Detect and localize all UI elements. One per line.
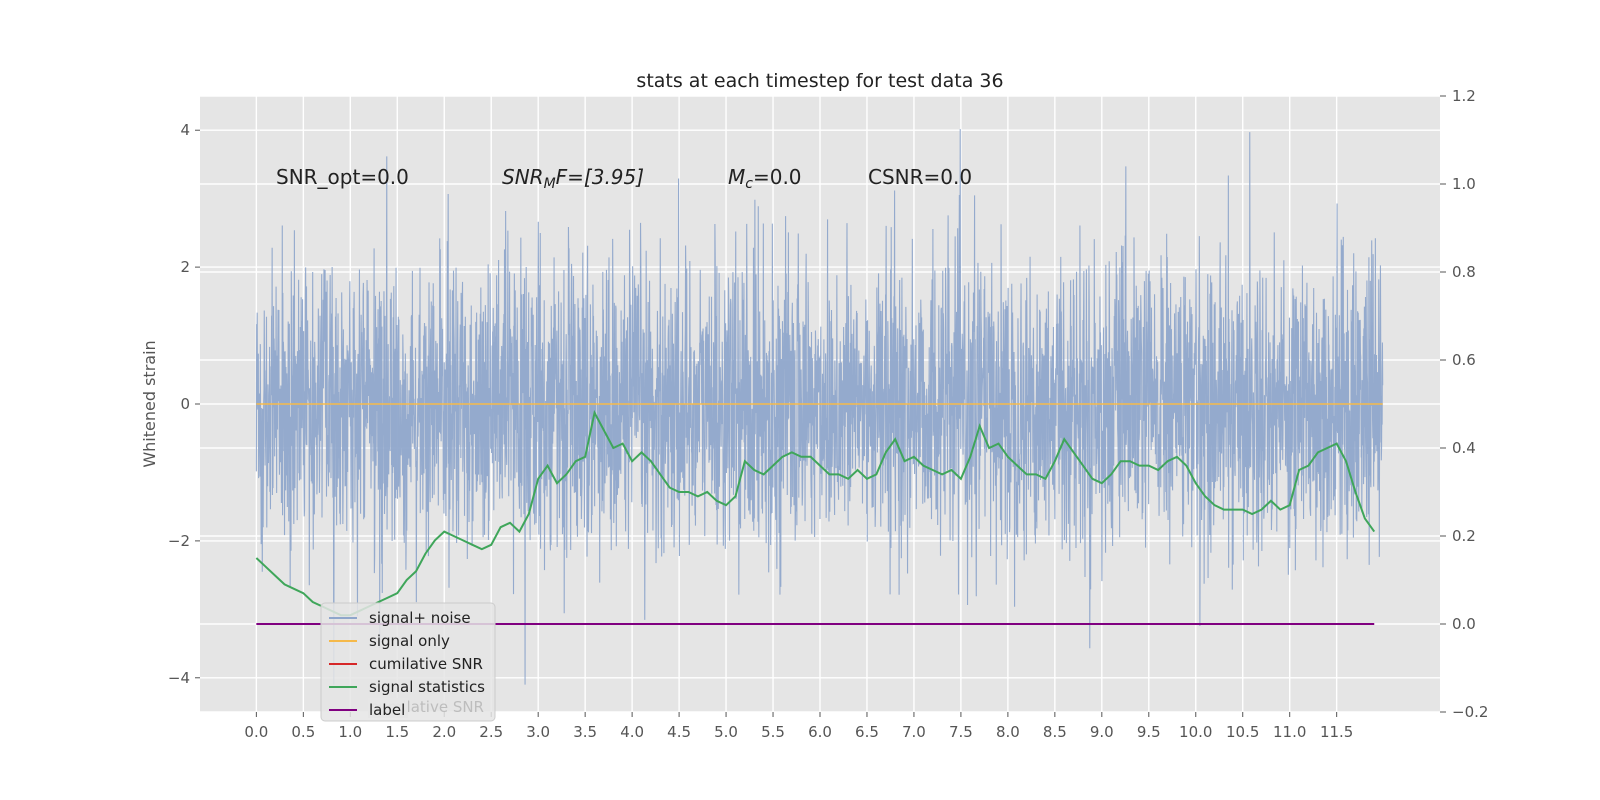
x-tick-label: 3.5 bbox=[573, 723, 597, 741]
y2-tick-label: 0.4 bbox=[1452, 439, 1476, 457]
y-tick-label: 0 bbox=[180, 395, 190, 413]
x-tick-label: 8.5 bbox=[1043, 723, 1067, 741]
y2-axis-ticks: 1.2 1.0 0.8 0.6 0.4 0.2 0.0 −0.2 bbox=[1440, 87, 1488, 721]
y2-tick-label: 0.8 bbox=[1452, 263, 1476, 281]
x-tick-label: 3.0 bbox=[526, 723, 550, 741]
legend-label: signal statistics bbox=[369, 678, 485, 696]
x-axis-ticks: 0.0 0.5 1.0 1.5 2.0 2.5 3.0 3.5 4.0 4.5 5.0 5.5 6.0 6… bbox=[244, 712, 1353, 741]
y-tick-label: 2 bbox=[180, 258, 190, 276]
x-tick-label: 1.5 bbox=[385, 723, 409, 741]
x-tick-label: 7.5 bbox=[949, 723, 973, 741]
x-tick-label: 10.0 bbox=[1179, 723, 1212, 741]
x-tick-label: 8.0 bbox=[996, 723, 1020, 741]
x-tick-label: 4.5 bbox=[667, 723, 691, 741]
annotation-csnr: CSNR=0.0 bbox=[868, 165, 972, 189]
x-tick-label: 5.0 bbox=[714, 723, 738, 741]
y2-tick-label: 0.6 bbox=[1452, 351, 1476, 369]
x-tick-label: 0.5 bbox=[291, 723, 315, 741]
x-tick-label: 11.5 bbox=[1320, 723, 1353, 741]
x-tick-label: 7.0 bbox=[902, 723, 926, 741]
y-tick-label: −2 bbox=[168, 532, 190, 550]
legend-label: cumilative SNR bbox=[369, 655, 483, 673]
y-tick-label: −4 bbox=[168, 669, 190, 687]
x-tick-label: 9.5 bbox=[1137, 723, 1161, 741]
noise-trace bbox=[255, 129, 1384, 685]
series-signal-noise bbox=[255, 129, 1384, 685]
y2-tick-label: 0.0 bbox=[1452, 615, 1476, 633]
y-axis-label: Whitened strain bbox=[140, 340, 159, 467]
x-tick-label: 0.0 bbox=[244, 723, 268, 741]
legend-label: signal only bbox=[369, 632, 450, 650]
x-tick-label: 11.0 bbox=[1273, 723, 1306, 741]
y2-tick-label: −0.2 bbox=[1452, 703, 1488, 721]
x-tick-label: 6.5 bbox=[855, 723, 879, 741]
x-tick-label: 2.5 bbox=[479, 723, 503, 741]
annotation-mc: Mc=0.0 bbox=[728, 165, 802, 192]
y-axis-ticks: 4 2 0 −2 −4 bbox=[168, 121, 200, 687]
x-tick-label: 10.5 bbox=[1226, 723, 1259, 741]
chart-title: stats at each timestep for test data 36 bbox=[636, 70, 1003, 92]
legend-box bbox=[320, 602, 496, 722]
x-tick-label: 6.0 bbox=[808, 723, 832, 741]
annotation-snr-mf: SNRMF=[3.95] bbox=[502, 165, 644, 192]
x-tick-label: 4.0 bbox=[620, 723, 644, 741]
y-tick-label: 4 bbox=[180, 121, 190, 139]
x-tick-label: 1.0 bbox=[338, 723, 362, 741]
signal-statistics-line bbox=[255, 409, 1376, 617]
legend-label: label bbox=[369, 701, 405, 719]
y2-tick-label: 0.2 bbox=[1452, 527, 1476, 545]
legend-label: signal+ noise bbox=[369, 609, 471, 627]
legend-ghost-mask bbox=[368, 698, 408, 718]
x-tick-label: 9.0 bbox=[1090, 723, 1114, 741]
annotation-snr-opt: SNR_opt=0.0 bbox=[276, 165, 409, 189]
x-tick-label: 2.0 bbox=[432, 723, 456, 741]
y2-tick-label: 1.0 bbox=[1452, 175, 1476, 193]
x-tick-label: 5.5 bbox=[761, 723, 785, 741]
y2-tick-label: 1.2 bbox=[1452, 87, 1476, 105]
